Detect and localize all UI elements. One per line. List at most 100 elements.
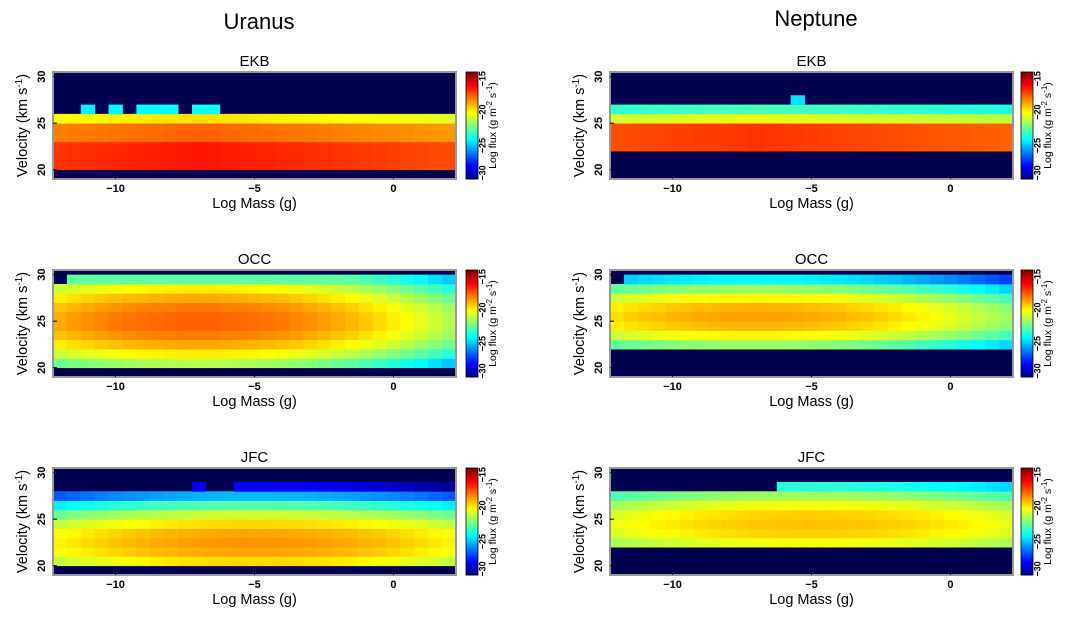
- heatmap-cell: [94, 519, 109, 529]
- heatmap-cell: [874, 132, 889, 143]
- heatmap-cell: [261, 330, 276, 341]
- colorbar-segment: [1021, 543, 1033, 546]
- heatmap-cell: [762, 274, 778, 285]
- heatmap-cell: [623, 311, 639, 322]
- heatmap-cell: [289, 349, 304, 359]
- heatmap-cell: [679, 321, 694, 331]
- heatmap-cell: [53, 311, 68, 322]
- colorbar-segment: [466, 556, 478, 559]
- heatmap-cell: [651, 104, 666, 115]
- colorbar-segment: [1021, 548, 1033, 551]
- y-tick-label: 30: [36, 467, 48, 479]
- heatmap-cell: [247, 160, 262, 171]
- heatmap-cell: [330, 151, 346, 161]
- heatmap-cell: [247, 509, 262, 520]
- heatmap-cell: [372, 113, 387, 124]
- heatmap-cell: [623, 302, 639, 313]
- heatmap-cell: [205, 123, 221, 133]
- heatmap-cell: [66, 141, 82, 152]
- heatmap-cell: [943, 293, 958, 303]
- heatmap-cell: [80, 283, 96, 294]
- heatmap-cell: [303, 274, 318, 285]
- heatmap-cell: [372, 339, 387, 350]
- colorbar-segment: [1021, 473, 1033, 476]
- colorbar-segment: [466, 526, 478, 529]
- heatmap-cell: [94, 293, 109, 303]
- colorbar-segment: [466, 504, 478, 507]
- heatmap-cell: [205, 556, 221, 567]
- heatmap-cell: [623, 293, 639, 303]
- heatmap-cell: [707, 293, 722, 303]
- heatmap-cell: [985, 141, 1000, 152]
- heatmap-cell: [233, 339, 248, 350]
- heatmap-cell: [261, 113, 276, 124]
- colorbar-segment: [1021, 350, 1033, 353]
- heatmap-cell: [53, 358, 68, 369]
- heatmap-cell: [957, 519, 972, 529]
- heatmap-cell: [721, 123, 736, 133]
- y-axis-label: Velocity (km s-1): [571, 74, 589, 177]
- colorbar-segment: [1021, 488, 1033, 491]
- heatmap-cell: [665, 283, 680, 294]
- heatmap-cell: [971, 528, 986, 539]
- heatmap-cell: [164, 123, 179, 133]
- heatmap-cell: [776, 537, 792, 548]
- heatmap-cell: [136, 321, 151, 331]
- heatmap-cell: [303, 123, 318, 133]
- heatmap-cell: [442, 547, 457, 557]
- heatmap-cell: [846, 283, 861, 294]
- heatmap-cell: [804, 283, 819, 294]
- heatmap-cell: [637, 330, 653, 341]
- heatmap-cell: [219, 293, 235, 303]
- heatmap-cell: [428, 547, 443, 557]
- colorbar-segment: [1021, 127, 1033, 130]
- heatmap-cell: [707, 339, 722, 350]
- heatmap-cell: [80, 556, 96, 567]
- heatmap-cell: [219, 339, 235, 350]
- colorbar-tick-label: −30: [1032, 165, 1042, 180]
- heatmap-cell: [303, 132, 318, 143]
- heatmap-cell: [275, 160, 290, 171]
- heatmap-cell: [790, 104, 805, 115]
- colorbar-segment: [466, 298, 478, 301]
- colorbar-segment: [466, 559, 478, 563]
- heatmap-cell: [637, 528, 653, 539]
- heatmap-cell: [428, 500, 443, 511]
- heatmap-cell: [205, 528, 221, 539]
- colorbar-segment: [466, 363, 478, 366]
- heatmap-cell: [860, 141, 875, 152]
- colorbar-segment: [1021, 371, 1033, 375]
- heatmap-cell: [164, 556, 179, 567]
- colorbar-segment: [466, 163, 478, 167]
- heatmap-cell: [205, 519, 221, 529]
- heatmap-cell: [901, 123, 917, 133]
- heatmap-cell: [303, 330, 318, 341]
- heatmap-cell: [53, 556, 68, 567]
- heatmap-cell: [80, 528, 96, 539]
- heatmap-cell: [247, 311, 262, 322]
- colorbar-segment: [466, 157, 478, 160]
- heatmap-cell: [317, 302, 332, 313]
- heatmap-cell: [776, 293, 792, 303]
- heatmap-cell: [108, 556, 123, 567]
- heatmap-cell: [275, 481, 290, 492]
- heatmap-cell: [122, 500, 137, 511]
- heatmap-cell: [400, 509, 415, 520]
- heatmap-cell: [150, 537, 165, 548]
- heatmap-cell: [790, 481, 805, 492]
- colorbar-segment: [466, 340, 478, 343]
- colorbar-segment: [1021, 308, 1033, 311]
- heatmap-cell: [971, 104, 986, 115]
- colorbar-segment: [466, 568, 478, 571]
- column-title-uranus: Uranus: [224, 9, 295, 34]
- heatmap-cell: [233, 509, 248, 520]
- heatmap-cell: [261, 160, 276, 171]
- heatmap-cell: [261, 349, 276, 359]
- heatmap-cell: [358, 547, 374, 557]
- heatmap-cell: [386, 274, 401, 285]
- heatmap-cell: [400, 519, 415, 529]
- heatmap-cell: [372, 311, 387, 322]
- heatmap-cell: [901, 274, 917, 285]
- heatmap-cell: [219, 528, 235, 539]
- colorbar-segment: [466, 102, 478, 105]
